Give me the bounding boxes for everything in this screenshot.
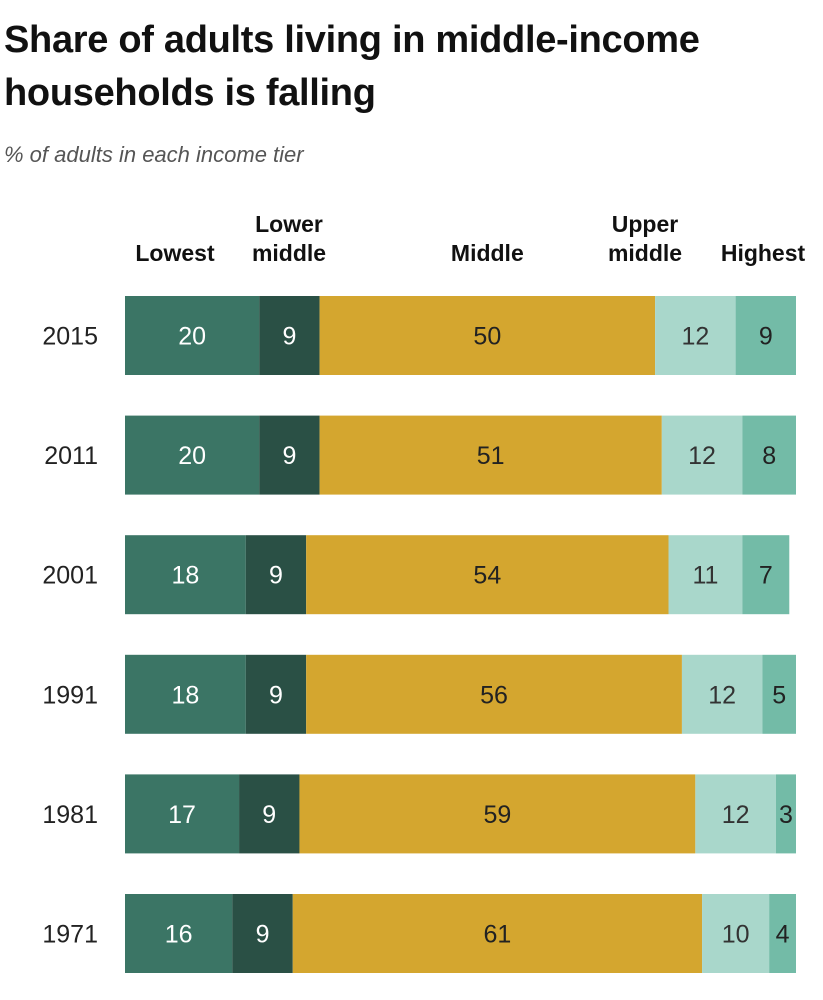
data-label-middle-1991: 56 xyxy=(480,681,508,709)
bar-segment-upper-middle-1971 xyxy=(702,894,770,973)
bar-segment-highest-1971 xyxy=(769,894,796,973)
series-label-upper-middle: Upper middle xyxy=(608,211,682,266)
series-label-middle: Middle xyxy=(451,240,524,266)
bar-segment-lowest-1991 xyxy=(125,654,246,734)
year-label-1971: 1971 xyxy=(42,921,98,949)
year-label-1991: 1991 xyxy=(42,681,98,709)
data-label-highest-2015: 9 xyxy=(759,323,773,351)
data-label-upper-middle-1981: 12 xyxy=(722,801,750,829)
data-label-upper-middle-2011: 12 xyxy=(688,442,716,470)
data-label-lowest-2015: 20 xyxy=(178,323,206,351)
data-label-middle-1981: 59 xyxy=(483,801,511,829)
bar-segment-lowest-1981 xyxy=(125,774,240,854)
bar-segment-lower-middle-1981 xyxy=(239,774,300,854)
chart-title: Share of adults living in middle-income … xyxy=(4,19,700,114)
bar-segment-upper-middle-2001 xyxy=(668,535,743,615)
data-label-middle-2011: 51 xyxy=(477,442,505,470)
bar-segment-lowest-2011 xyxy=(125,415,260,495)
data-label-lower-middle-1991: 9 xyxy=(269,681,283,709)
bar-segment-lowest-2015 xyxy=(125,296,260,375)
series-label-lower-middle: Lower middle xyxy=(252,211,326,266)
series-label-line: middle xyxy=(608,240,682,266)
data-label-lower-middle-1981: 9 xyxy=(262,801,276,829)
series-label-line: Lower xyxy=(255,211,323,237)
bar-segment-upper-middle-1981 xyxy=(695,774,776,854)
data-label-upper-middle-1971: 10 xyxy=(722,921,750,949)
bar-segment-upper-middle-2011 xyxy=(661,415,743,495)
bar-segment-lower-middle-2015 xyxy=(259,296,320,375)
data-label-highest-2001: 7 xyxy=(759,562,773,590)
bar-segment-highest-2015 xyxy=(735,296,796,375)
bar-segment-middle-1991 xyxy=(306,654,682,734)
data-label-lowest-2001: 18 xyxy=(171,562,199,590)
series-label-highest: Highest xyxy=(721,240,806,266)
bar-segment-upper-middle-2015 xyxy=(655,296,736,375)
data-label-lower-middle-1971: 9 xyxy=(256,921,270,949)
data-label-highest-1991: 5 xyxy=(772,681,786,709)
data-label-middle-2015: 50 xyxy=(473,323,501,351)
bar-segment-lower-middle-2011 xyxy=(259,415,320,495)
data-label-lower-middle-2011: 9 xyxy=(282,442,296,470)
year-label-2011: 2011 xyxy=(44,442,98,470)
bar-segment-middle-2011 xyxy=(319,415,662,495)
data-label-lowest-1971: 16 xyxy=(165,921,193,949)
bar-segment-lowest-1971 xyxy=(125,894,233,973)
data-label-lowest-1981: 17 xyxy=(168,801,196,829)
data-label-lowest-1991: 18 xyxy=(171,681,199,709)
series-label-lowest: Lowest xyxy=(135,240,215,266)
year-label-2015: 2015 xyxy=(42,323,98,351)
data-label-highest-2011: 8 xyxy=(762,442,776,470)
data-label-lowest-2011: 20 xyxy=(178,442,206,470)
bar-segment-lower-middle-2001 xyxy=(245,535,307,615)
data-label-middle-1971: 61 xyxy=(483,921,511,949)
bar-segment-highest-2001 xyxy=(742,535,790,615)
data-label-middle-2001: 54 xyxy=(473,562,501,590)
bar-segment-upper-middle-1991 xyxy=(681,654,763,734)
series-label-line: Upper xyxy=(612,211,679,237)
data-label-upper-middle-2001: 11 xyxy=(692,562,718,590)
chart-subtitle: % of adults in each income tier xyxy=(4,142,304,167)
bar-segment-middle-1971 xyxy=(292,894,703,973)
year-label-2001: 2001 xyxy=(42,562,98,590)
bar-segment-middle-2001 xyxy=(306,535,669,615)
bar-segment-lower-middle-1991 xyxy=(245,654,307,734)
data-label-lower-middle-2015: 9 xyxy=(282,323,296,351)
bar-segment-highest-1991 xyxy=(762,654,796,734)
data-label-upper-middle-2015: 12 xyxy=(681,323,709,351)
bar-segment-middle-2015 xyxy=(319,296,656,375)
bar-segment-lowest-2001 xyxy=(125,535,246,615)
data-label-upper-middle-1991: 12 xyxy=(708,681,736,709)
bar-segment-highest-1981 xyxy=(775,774,796,854)
series-label-line: middle xyxy=(252,240,326,266)
bar-segment-lower-middle-1971 xyxy=(232,894,293,973)
data-label-highest-1971: 4 xyxy=(776,921,790,949)
bar-segment-middle-1981 xyxy=(299,774,696,854)
data-label-highest-1981: 3 xyxy=(779,801,793,829)
data-label-lower-middle-2001: 9 xyxy=(269,562,283,590)
bar-segment-highest-2011 xyxy=(742,415,796,495)
year-label-1981: 1981 xyxy=(42,801,98,829)
